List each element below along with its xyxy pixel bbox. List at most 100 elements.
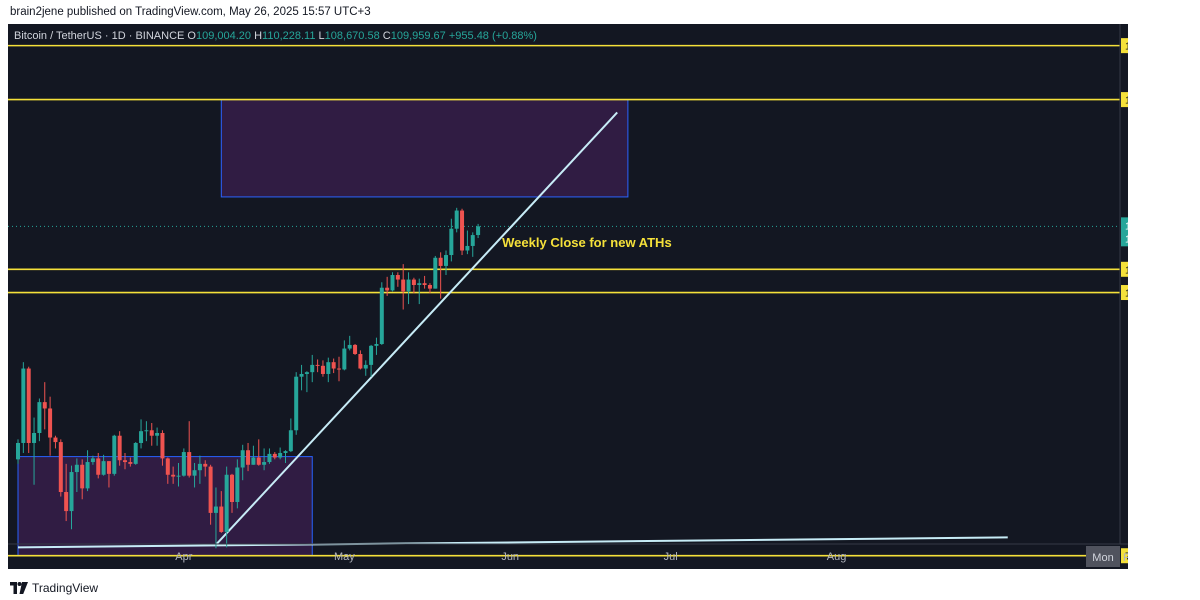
candle-body-62	[347, 344, 352, 349]
x-tick-label-2: Jun	[501, 551, 519, 563]
ohlc-legend-part-2: 109,004.20	[196, 30, 254, 42]
annotation-weekly-close: Weekly Close for new ATHs	[502, 235, 672, 250]
candle-body-86	[476, 226, 481, 236]
candle-body-31	[181, 452, 186, 476]
price-chart[interactable]: Weekly Close for new ATHs Bitcoin / Tethe…	[8, 24, 1185, 569]
candle-body-55	[310, 364, 315, 373]
candle-body-6	[48, 408, 53, 438]
ohlc-legend-part-7: C	[383, 30, 391, 42]
candle-body-39	[224, 474, 229, 532]
candle-body-9	[64, 492, 69, 512]
candle-body-20	[123, 460, 127, 463]
last-price-label: 109,959.67	[1125, 220, 1128, 232]
candle-body-81	[449, 228, 454, 256]
x-tick-label-1: May	[334, 551, 355, 563]
candle-body-76	[422, 283, 427, 285]
candle-body-8	[58, 442, 63, 493]
candle-body-33	[192, 470, 197, 476]
candle-body-50	[283, 451, 288, 453]
candle-body-24	[144, 430, 149, 432]
trendline-1	[17, 536, 1008, 549]
ohlc-legend-part-8: 109,959.67	[391, 30, 449, 42]
level-label-3: 102,671.38	[1125, 288, 1128, 300]
trendline-0	[215, 111, 618, 546]
candle-body-40	[230, 474, 234, 502]
candle-body-83	[460, 210, 465, 251]
x-tick-label-0: Apr	[175, 551, 192, 563]
candle-body-61	[342, 348, 347, 370]
tradingview-logo-icon	[10, 582, 28, 594]
level-label-1: 123,920.29	[1125, 95, 1128, 107]
x-tick-label-4: Aug	[827, 551, 847, 563]
candle-body-11	[74, 464, 79, 473]
candle-body-14	[90, 458, 95, 463]
candle-body-73	[406, 279, 411, 292]
candle-body-44	[251, 457, 256, 465]
candle-body-23	[139, 431, 144, 443]
candle-body-3	[32, 432, 37, 443]
ohlc-legend-part-9: +955.48 (+0.88%)	[449, 30, 537, 42]
candle-body-34	[197, 463, 202, 471]
candle-body-52	[294, 376, 299, 431]
candle-body-37	[213, 506, 218, 513]
candle-body-54	[304, 372, 309, 374]
chart-frame[interactable]: Weekly Close for new ATHs Bitcoin / Tethe…	[8, 24, 1185, 569]
ohlc-legend-part-6: 108,670.58	[325, 30, 383, 42]
candle-body-4	[37, 402, 42, 433]
candle-body-70	[390, 275, 395, 291]
candle-body-75	[417, 283, 422, 285]
candle-body-56	[315, 364, 320, 366]
candle-body-63	[353, 344, 358, 355]
candle-body-66	[369, 345, 374, 365]
candle-body-28	[165, 458, 170, 475]
ohlc-legend-part-4: 110,228.11	[262, 30, 318, 42]
ohlc-legend: Bitcoin / TetherUS · 1D · BINANCE O109,0…	[14, 30, 537, 42]
candle-body-15	[96, 458, 101, 475]
candle-body-38	[219, 506, 224, 532]
publisher-header: brain2jene published on TradingView.com,…	[0, 0, 1200, 24]
candle-body-7	[53, 437, 58, 443]
candle-body-57	[320, 365, 325, 374]
level-label-2: 105,229.00	[1125, 264, 1128, 276]
candle-body-49	[278, 452, 283, 458]
candle-body-29	[171, 474, 176, 477]
candle-body-65	[363, 364, 368, 369]
candle-body-69	[385, 287, 390, 291]
candle-body-27	[160, 432, 165, 459]
candle-body-45	[256, 457, 261, 465]
candle-body-82	[454, 210, 459, 229]
candle-body-68	[379, 287, 384, 345]
candle-body-51	[288, 430, 293, 452]
published-line: brain2jene published on TradingView.com,…	[10, 6, 371, 18]
ohlc-legend-part-1: O	[187, 30, 196, 42]
x-tick-label-3: Jul	[664, 551, 678, 563]
candle-body-42	[240, 450, 245, 468]
candle-body-43	[246, 450, 251, 465]
candle-body-10	[69, 472, 74, 512]
candle-body-74	[411, 279, 416, 285]
candle-body-59	[331, 362, 336, 369]
candle-body-2	[26, 368, 31, 443]
footer-bar: TradingView	[0, 570, 1200, 600]
candle-body-77	[427, 285, 432, 289]
candle-body-58	[326, 362, 331, 374]
time-cursor-box	[1086, 546, 1120, 567]
tradingview-logo[interactable]: TradingView	[10, 581, 98, 595]
candle-body-53	[299, 373, 304, 377]
time-cursor-label: Mon	[1092, 552, 1113, 564]
candle-body-25	[149, 430, 154, 436]
candle-body-17	[106, 461, 111, 474]
candle-body-26	[155, 432, 160, 436]
candle-body-41	[235, 467, 240, 502]
candle-body-64	[358, 354, 363, 369]
candle-body-47	[267, 453, 272, 463]
candle-body-79	[438, 257, 443, 266]
candle-body-78	[433, 257, 438, 289]
level-label-0: 129,864.48	[1125, 41, 1128, 53]
candle-body-71	[395, 275, 400, 280]
tradingview-logo-text: TradingView	[32, 581, 99, 595]
ohlc-legend-part-5: L	[319, 30, 325, 42]
candle-body-16	[101, 461, 106, 475]
candle-body-32	[187, 452, 192, 476]
ohlc-legend-part-3: H	[254, 30, 262, 42]
